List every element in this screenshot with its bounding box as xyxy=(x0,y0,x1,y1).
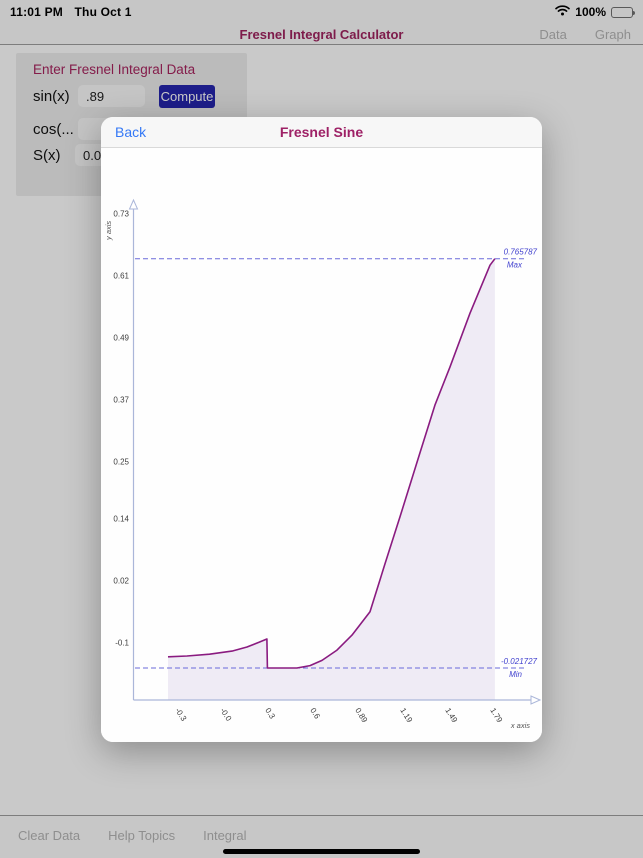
sx-label: S(x) xyxy=(33,147,61,164)
x-tick-label: 0.3 xyxy=(263,706,277,721)
x-tick-label: -0.3 xyxy=(173,706,188,723)
cos-label: cos(... xyxy=(33,121,74,138)
y-axis-arrow-icon xyxy=(128,198,139,210)
home-indicator[interactable] xyxy=(223,849,420,854)
sin-input[interactable]: .89 xyxy=(78,85,145,107)
fresnel-sine-chart: 0.73 0.61 0.49 0.37 0.25 0.14 0.02 -0.1 -0.3 -0.0… xyxy=(101,148,542,742)
y-tick-label: 0.02 xyxy=(113,576,129,585)
curve-area-fill xyxy=(168,258,495,700)
x-tick-label: 1.79 xyxy=(488,706,504,724)
status-date: Thu Oct 1 xyxy=(74,5,132,19)
y-tick-label: 0.37 xyxy=(113,396,129,405)
page-title: Fresnel Integral Calculator xyxy=(239,26,404,42)
battery-percent: 100% xyxy=(575,5,606,19)
fresnel-sine-curve xyxy=(167,258,496,669)
y-tick-label: 0.25 xyxy=(113,458,129,467)
chart-canvas: 0.73 0.61 0.49 0.37 0.25 0.14 0.02 -0.1 -0.3 -0.0… xyxy=(104,198,542,730)
nav-button-data[interactable]: Data xyxy=(539,26,567,42)
y-axis-title: y axis xyxy=(104,221,113,241)
battery-icon xyxy=(611,6,635,18)
toolbar-help-topics[interactable]: Help Topics xyxy=(108,828,176,843)
modal-header: Back Fresnel Sine xyxy=(101,117,542,148)
form-title: Enter Fresnel Integral Data xyxy=(33,62,196,77)
x-tick-label: 1.49 xyxy=(443,706,459,724)
x-tick-label: 1.19 xyxy=(398,706,414,724)
max-value-annotation: 0.765787 xyxy=(504,248,538,257)
min-label-annotation: Min xyxy=(509,670,522,679)
y-tick-label: 0.49 xyxy=(113,334,129,343)
x-axis-title: x axis xyxy=(510,721,530,730)
status-bar: 11:01 PM Thu Oct 1 100% xyxy=(0,0,643,24)
x-axis-arrow-icon xyxy=(530,695,542,705)
wifi-icon xyxy=(555,5,571,19)
x-tick-label: 0.6 xyxy=(308,706,322,721)
status-time: 11:01 PM xyxy=(10,5,63,19)
fresnel-sine-modal: Back Fresnel Sine 0.73 0.61 0.49 0.37 0.25 0.… xyxy=(101,117,542,742)
y-tick-label: 0.14 xyxy=(113,514,129,523)
nav-bar: Fresnel Integral Calculator Data Graph xyxy=(0,24,643,45)
toolbar-integral[interactable]: Integral xyxy=(203,828,247,843)
modal-title: Fresnel Sine xyxy=(279,124,364,140)
x-tick-label: 0.89 xyxy=(353,706,369,724)
back-button[interactable]: Back xyxy=(115,124,147,140)
x-tick-label: -0.0 xyxy=(218,706,233,723)
min-value-annotation: -0.021727 xyxy=(501,657,538,666)
sin-label: sin(x) xyxy=(33,88,70,105)
y-tick-label: 0.73 xyxy=(113,210,129,219)
status-time-date: 11:01 PM Thu Oct 1 xyxy=(10,5,140,19)
y-tick-label: 0.61 xyxy=(113,272,129,281)
compute-button[interactable]: Compute xyxy=(159,85,215,108)
y-tick-label: -0.1 xyxy=(115,638,129,647)
toolbar-clear-data[interactable]: Clear Data xyxy=(18,828,81,843)
max-label-annotation: Max xyxy=(507,261,523,270)
nav-button-graph[interactable]: Graph xyxy=(594,26,631,42)
